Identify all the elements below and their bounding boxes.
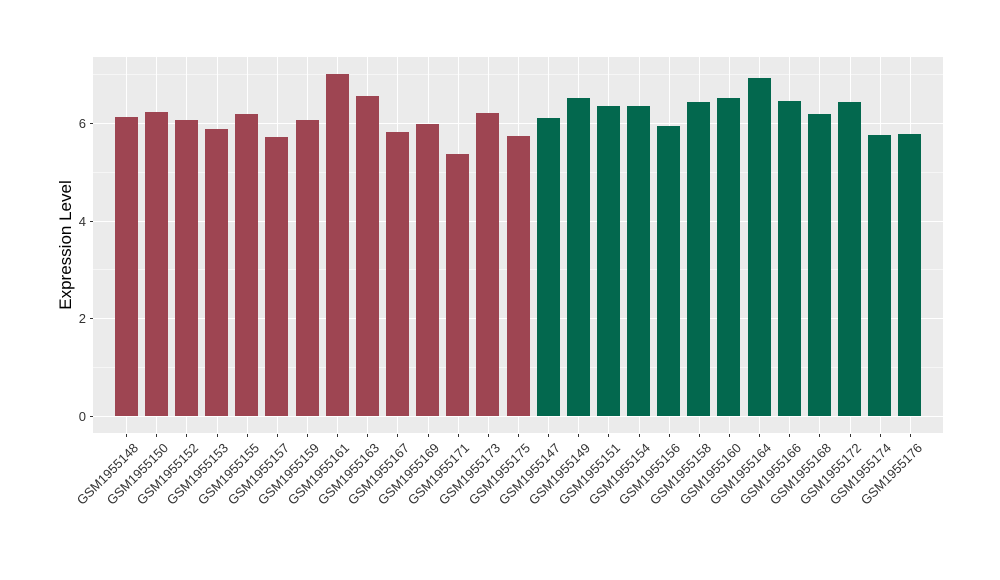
bar-GSM1955175 (506, 136, 530, 416)
bar-GSM1955166 (777, 100, 801, 416)
bar-GSM1955172 (838, 101, 862, 416)
x-tick-mark (246, 434, 248, 437)
bar-GSM1955150 (144, 112, 168, 416)
bar-GSM1955152 (174, 119, 198, 416)
x-tick-mark (819, 434, 821, 437)
y-tick-label-6: 6 (78, 115, 86, 131)
bar-GSM1955149 (566, 97, 590, 416)
bar-GSM1955176 (898, 133, 922, 416)
x-tick-mark (548, 434, 550, 437)
x-tick-mark (427, 434, 429, 437)
x-tick-mark (397, 434, 399, 437)
x-tick-mark (487, 434, 489, 437)
bar-GSM1955153 (205, 128, 229, 416)
x-tick-mark (337, 434, 339, 437)
x-tick-mark (728, 434, 730, 437)
bar-GSM1955154 (627, 105, 651, 416)
x-tick-mark (608, 434, 610, 437)
bar-GSM1955173 (476, 112, 500, 416)
x-tick-mark (789, 434, 791, 437)
bar-GSM1955151 (596, 105, 620, 416)
bar-GSM1955161 (325, 74, 349, 416)
y-tick-mark (89, 220, 93, 222)
bar-GSM1955147 (536, 117, 560, 416)
x-tick-mark (668, 434, 670, 437)
y-axis-title: Expression Level (56, 180, 75, 310)
bar-GSM1955167 (385, 132, 409, 416)
bar-GSM1955157 (265, 137, 289, 416)
bar-GSM1955164 (747, 77, 771, 416)
bar-GSM1955168 (807, 113, 831, 416)
x-tick-mark (186, 434, 188, 437)
bar-GSM1955160 (717, 97, 741, 416)
bar-GSM1955155 (235, 114, 259, 416)
bar-GSM1955163 (355, 95, 379, 416)
x-tick-mark (698, 434, 700, 437)
x-tick-mark (156, 434, 158, 437)
bar-GSM1955171 (446, 154, 470, 416)
x-tick-mark (367, 434, 369, 437)
x-tick-mark (578, 434, 580, 437)
x-tick-mark (638, 434, 640, 437)
x-tick-mark (457, 434, 459, 437)
plot-panel (93, 57, 943, 433)
y-tick-label-2: 2 (78, 311, 86, 327)
y-tick-mark (89, 415, 93, 417)
x-tick-mark (879, 434, 881, 437)
y-tick-mark (89, 318, 93, 320)
x-tick-mark (849, 434, 851, 437)
bar-GSM1955169 (416, 123, 440, 416)
bar-GSM1955174 (868, 135, 892, 416)
x-tick-mark (759, 434, 761, 437)
x-tick-mark (216, 434, 218, 437)
bar-GSM1955159 (295, 120, 319, 416)
x-tick-mark (276, 434, 278, 437)
bar-GSM1955158 (687, 101, 711, 416)
y-tick-label-0: 0 (78, 408, 86, 424)
bar-GSM1955156 (657, 125, 681, 416)
x-tick-mark (518, 434, 519, 437)
x-tick-mark (909, 434, 911, 437)
bar-GSM1955148 (114, 116, 138, 416)
y-tick-mark (89, 122, 93, 124)
y-tick-label-4: 4 (78, 213, 86, 229)
x-tick-mark (126, 434, 128, 437)
x-tick-mark (307, 434, 308, 437)
